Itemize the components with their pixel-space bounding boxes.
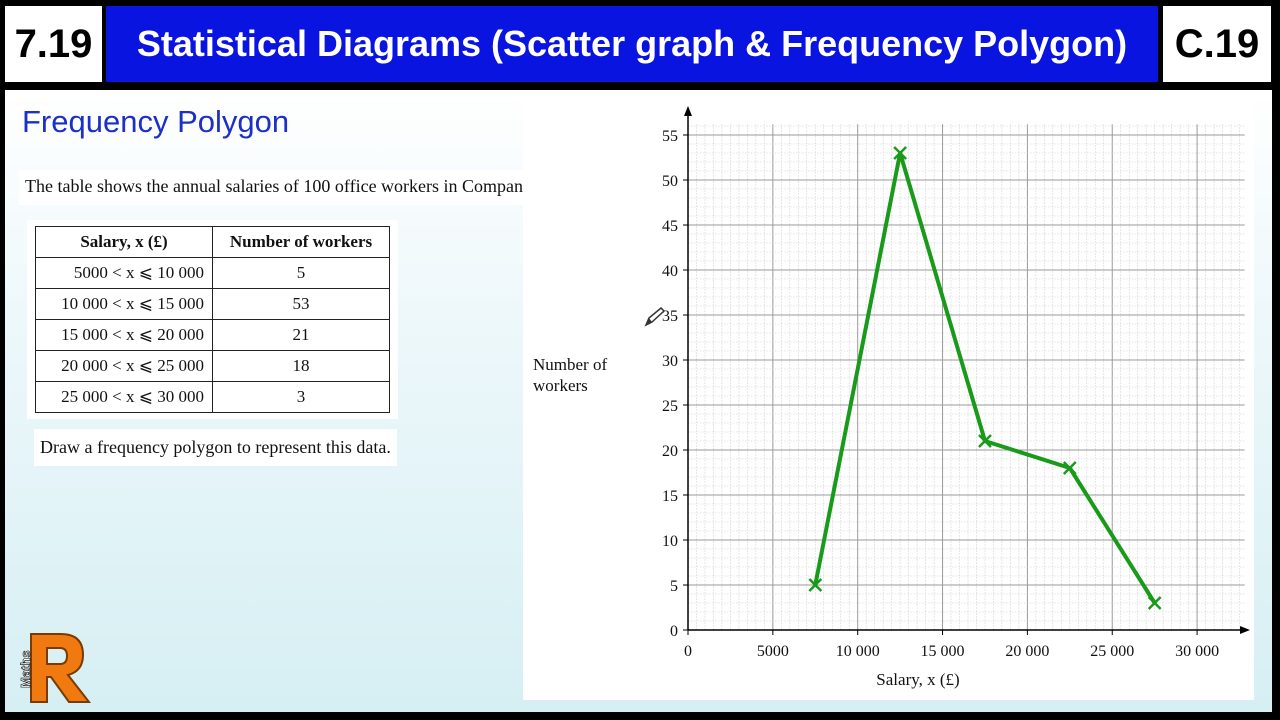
x-tick-label: 0: [684, 643, 692, 660]
cross-stroke: [978, 434, 992, 448]
workers-cell: 18: [212, 350, 390, 382]
table-row: 5000 < x ⩽ 10 000 5: [35, 257, 390, 289]
x-tick-label: 30 000: [1175, 643, 1219, 660]
y-tick-label: 5: [670, 578, 678, 595]
cross-stroke: [893, 146, 908, 160]
data-point-cross: [1062, 461, 1077, 475]
question-instruction: Draw a frequency polygon to represent th…: [34, 429, 397, 466]
chart-grid: [688, 124, 1245, 630]
y-tick-label: 25: [662, 398, 678, 415]
x-axis-arrow: [1240, 626, 1250, 634]
table-row: 15 000 < x ⩽ 20 000 21: [35, 319, 390, 351]
x-tick-label: 5000: [757, 643, 789, 660]
table-row: 20 000 < x ⩽ 25 000 18: [35, 350, 390, 382]
y-tick-label: 30: [662, 353, 678, 370]
salary-cell: 15 000 < x ⩽ 20 000: [35, 319, 213, 351]
x-tick-label: 25 000: [1090, 643, 1134, 660]
chart-axes: [684, 106, 1250, 634]
y-tick-label: 40: [662, 263, 678, 280]
x-tick-label: 15 000: [921, 643, 965, 660]
y-tick-label: 55: [662, 128, 678, 145]
y-tick-label: 15: [662, 488, 678, 505]
y-axis-arrow: [684, 106, 692, 116]
chart-panel: 0 5000 10 000 15 000 20 000 25 000 30 000 0 5 10 1…: [523, 96, 1254, 700]
table-row: 10 000 < x ⩽ 15 000 53: [35, 288, 390, 320]
lesson-title: Statistical Diagrams (Scatter graph & Fr…: [106, 6, 1158, 82]
workers-column-header: Number of workers: [212, 226, 390, 258]
data-point-cross: [1147, 596, 1162, 610]
chart-tick-labels: 0 5000 10 000 15 000 20 000 25 000 30 000 0 5 10 1…: [662, 128, 1219, 660]
cross-stroke: [808, 578, 823, 592]
workers-cell: 5: [212, 257, 390, 289]
y-axis-label: Number of workers: [533, 355, 608, 395]
section-title: Frequency Polygon: [22, 104, 290, 139]
table-row: 25 000 < x ⩽ 30 000 3: [35, 381, 390, 413]
question-intro: The table shows the annual salaries of 1…: [19, 170, 560, 205]
data-point-cross: [808, 578, 823, 592]
lesson-number: 7.19: [5, 6, 102, 82]
workers-cell: 53: [212, 288, 390, 320]
y-axis-label-container: Number of workers: [533, 355, 608, 395]
y-tick-label: 35: [662, 308, 678, 325]
y-tick-label: 0: [670, 623, 678, 640]
workers-cell: 3: [212, 381, 390, 413]
table-header-row: Salary, x (£) Number of workers: [35, 226, 390, 258]
salary-column-header: Salary, x (£): [35, 226, 213, 258]
salary-table-container: Salary, x (£) Number of workers 5000 < x…: [27, 220, 398, 419]
salary-cell: 5000 < x ⩽ 10 000: [35, 257, 213, 289]
x-axis-label: Salary, x (£): [876, 670, 959, 689]
salary-cell: 25 000 < x ⩽ 30 000: [35, 381, 213, 413]
x-tick-label: 20 000: [1005, 643, 1049, 660]
chart-series: [808, 146, 1162, 610]
frequency-polygon-chart: 0 5000 10 000 15 000 20 000 25 000 30 000 0 5 10 1…: [533, 106, 1250, 689]
y-tick-label: 20: [662, 443, 678, 460]
salary-cell: 10 000 < x ⩽ 15 000: [35, 288, 213, 320]
r-maths-logo: Maths: [17, 628, 95, 706]
data-point-cross: [978, 434, 992, 448]
salary-cell: 20 000 < x ⩽ 25 000: [35, 350, 213, 382]
y-tick-label: 45: [662, 218, 678, 235]
y-tick-label: 50: [662, 173, 678, 190]
cross-stroke: [1147, 596, 1162, 610]
logo-text: Maths: [18, 650, 33, 688]
pencil-cursor-icon: [643, 306, 667, 333]
cross-stroke: [1062, 461, 1077, 475]
x-tick-label: 10 000: [836, 643, 880, 660]
workers-cell: 21: [212, 319, 390, 351]
curriculum-code: C.19: [1163, 6, 1271, 82]
salary-table: Salary, x (£) Number of workers 5000 < x…: [35, 226, 390, 413]
y-tick-label: 10: [662, 533, 678, 550]
slide-content: Frequency Polygon The table shows the an…: [5, 90, 1272, 712]
data-point-cross: [893, 146, 908, 160]
